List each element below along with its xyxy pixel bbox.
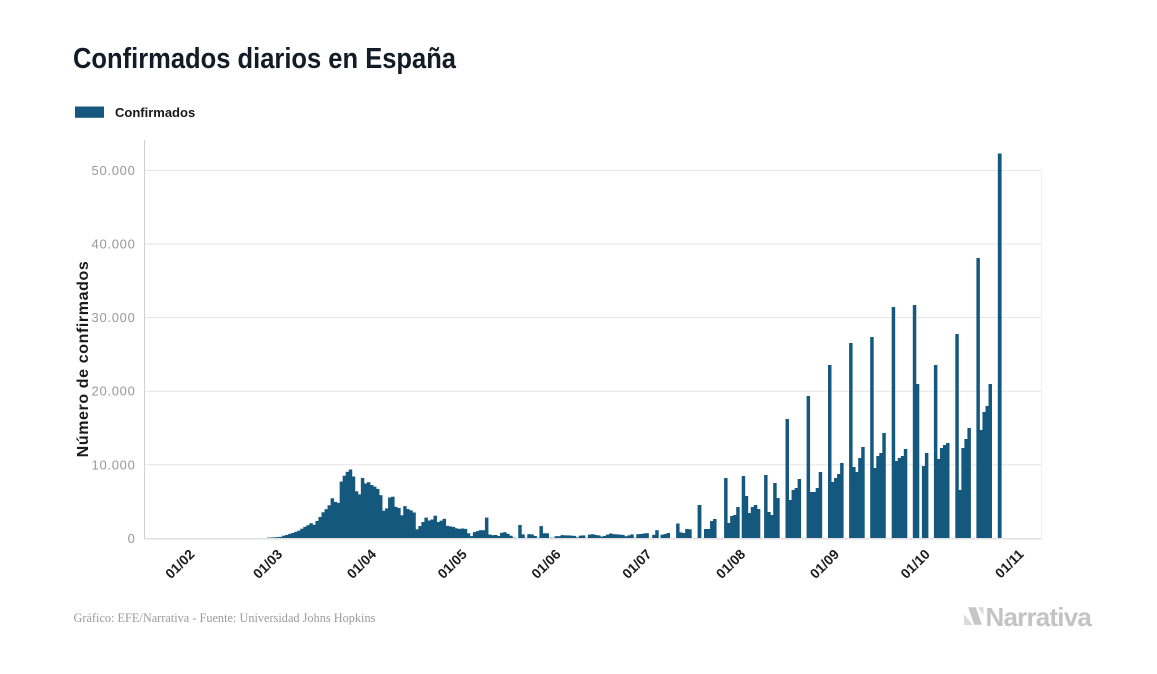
svg-text:10.000: 10.000 bbox=[92, 457, 136, 472]
svg-text:Gráfico: EFE/Narrativa - Fuent: Gráfico: EFE/Narrativa - Fuente: Univers… bbox=[74, 611, 376, 625]
svg-text:Confirmados: Confirmados bbox=[115, 105, 195, 120]
svg-text:30.000: 30.000 bbox=[92, 310, 136, 325]
svg-text:Número de confirmados: Número de confirmados bbox=[75, 261, 92, 458]
svg-text:Narrativa: Narrativa bbox=[986, 602, 1093, 632]
svg-text:50.000: 50.000 bbox=[92, 163, 136, 178]
svg-text:20.000: 20.000 bbox=[92, 384, 136, 399]
svg-text:Confirmados diarios en España: Confirmados diarios en España bbox=[73, 43, 457, 75]
svg-text:0: 0 bbox=[128, 531, 136, 546]
svg-text:40.000: 40.000 bbox=[92, 237, 136, 252]
